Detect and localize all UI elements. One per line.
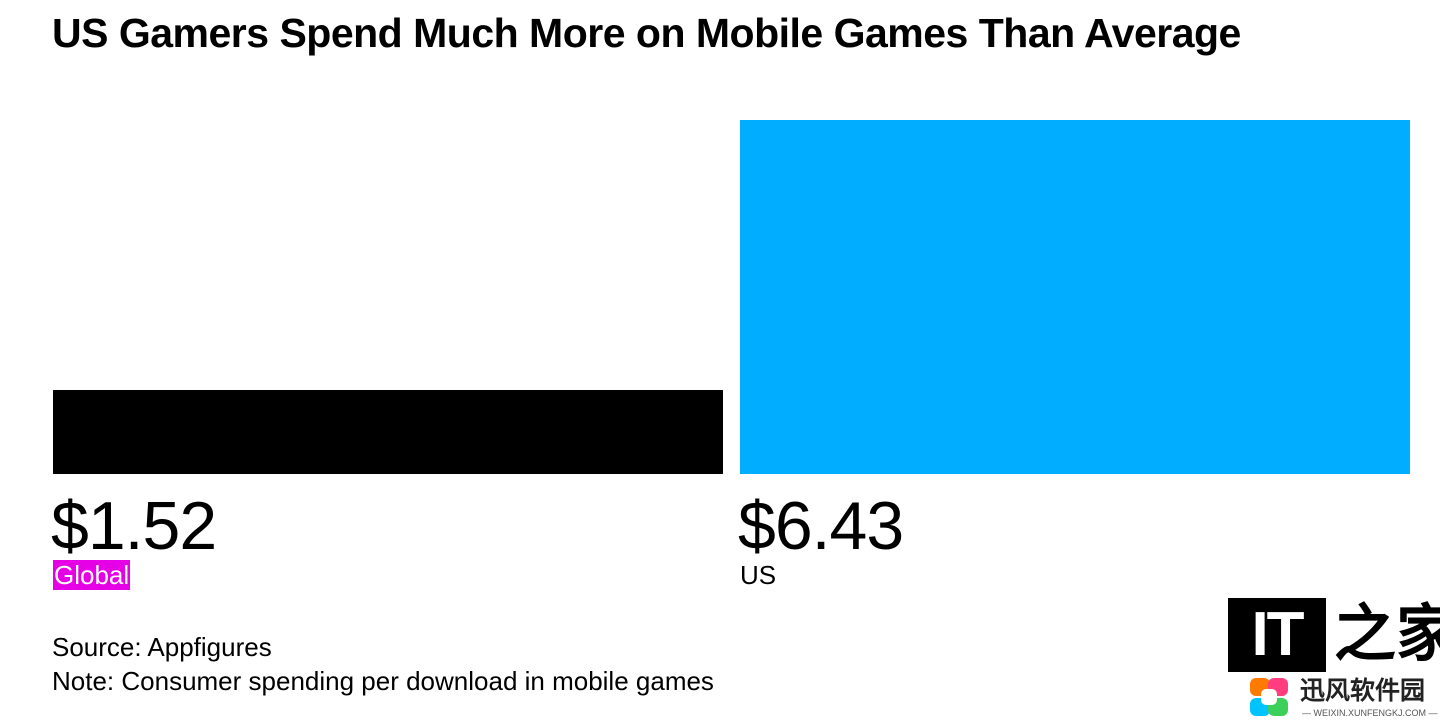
bar-us <box>740 120 1410 474</box>
watermark-zhijia-text: 之家 <box>1334 597 1440 670</box>
watermark-site-name: 迅风软件园 <box>1300 677 1426 705</box>
source-note: Source: Appfigures <box>52 632 272 662</box>
category-label-global: Global <box>53 560 131 590</box>
watermark-it-logo: IT <box>1228 598 1326 672</box>
bar-global <box>53 390 723 474</box>
value-label-global: $1.52 <box>51 488 217 564</box>
category-label-us: US <box>740 560 777 590</box>
watermark-logo-icon <box>1250 678 1288 716</box>
chart-title: US Gamers Spend Much More on Mobile Game… <box>52 10 1241 56</box>
watermark-site-url: — WEIXIN.XUNFENGKJ.COM — <box>1302 708 1438 718</box>
category-label-global-text: Global <box>53 560 131 590</box>
bars-group <box>53 120 1410 474</box>
chart-note: Note: Consumer spending per download in … <box>52 666 714 696</box>
value-label-us: $6.43 <box>738 488 904 564</box>
